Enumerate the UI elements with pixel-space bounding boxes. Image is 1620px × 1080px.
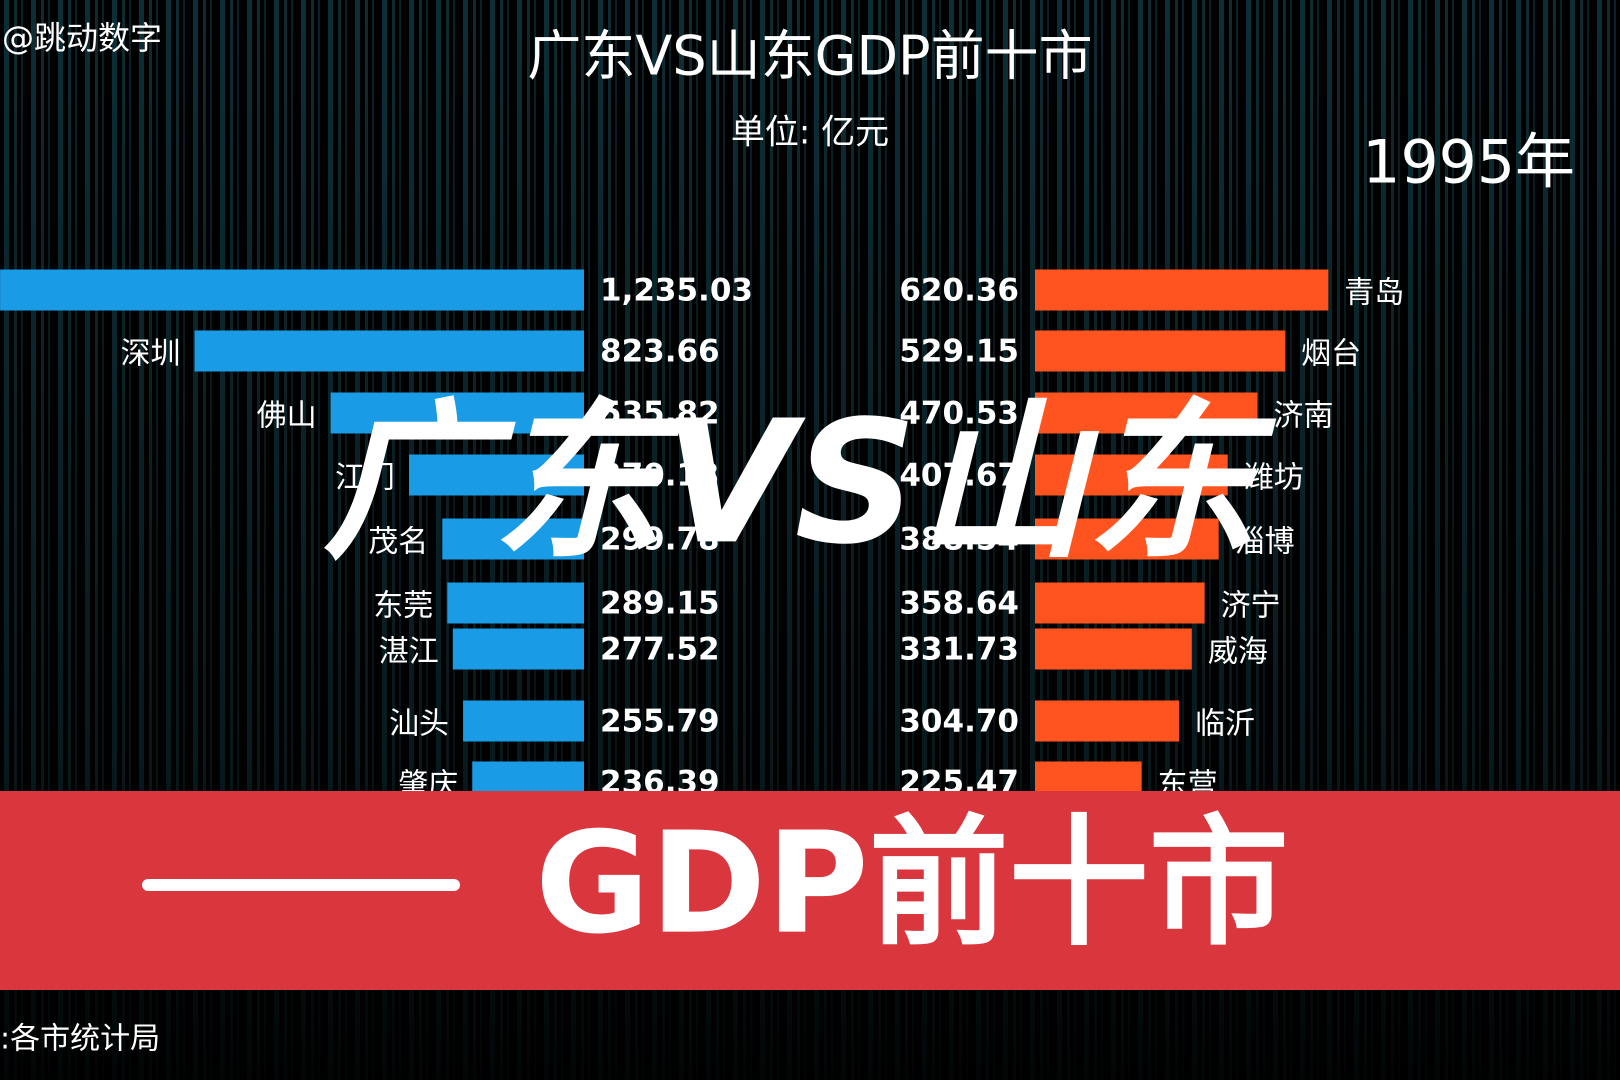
category-label: 佛山 (257, 399, 317, 434)
source: :各市统计局 (0, 1022, 160, 1057)
bar (463, 700, 584, 742)
bars: 1,235.03 823.66 深圳 535.82 佛山 370.13 江门 299.78 茂名… (0, 269, 1404, 803)
value-label: 331.73 (899, 632, 1019, 668)
category-label: 深圳 (121, 337, 181, 372)
category-label: 潍坊 (1244, 461, 1304, 496)
category-label: 湛江 (379, 635, 439, 670)
category-label: 临沂 (1195, 707, 1255, 742)
value-label: 358.64 (899, 586, 1019, 622)
value-label: 823.66 (600, 334, 720, 370)
value-label: 289.15 (600, 586, 720, 622)
value-label: 1,235.03 (600, 273, 753, 309)
bar (1035, 392, 1258, 434)
watermark: @跳动数字 (2, 19, 162, 57)
bar (452, 628, 584, 670)
chart-title: 广东VS山东GDP前十市 (527, 25, 1092, 88)
value-label: 620.36 (899, 273, 1019, 309)
value-label: 299.78 (600, 522, 720, 558)
value-label: 470.53 (899, 396, 1019, 432)
value-label: 535.82 (600, 396, 720, 432)
bar (447, 582, 584, 624)
category-label: 威海 (1208, 635, 1268, 670)
bar (1035, 628, 1192, 670)
bar (409, 454, 584, 496)
bar (442, 518, 584, 560)
bar (1035, 330, 1286, 372)
banner-dash (142, 879, 460, 891)
bar (330, 392, 584, 434)
value-label: 407.67 (899, 458, 1019, 494)
value-label: 255.79 (600, 704, 720, 740)
category-label: 淄博 (1235, 525, 1295, 560)
value-label: 529.15 (899, 334, 1019, 370)
subtitle: 单位: 亿元 (731, 113, 889, 153)
category-label: 江门 (335, 461, 395, 496)
category-label: 济南 (1273, 399, 1333, 434)
category-label: 东莞 (373, 589, 433, 624)
bar (1035, 518, 1219, 560)
value-label: 388.54 (899, 522, 1019, 558)
year: 1995年 (1362, 128, 1575, 198)
category-label: 青岛 (1344, 276, 1404, 311)
bar (1035, 700, 1180, 742)
bar (194, 330, 584, 372)
bar (1035, 454, 1228, 496)
overlay-text: 广东VS山东 (323, 384, 1277, 582)
bar (1035, 269, 1329, 311)
value-label: 304.70 (899, 704, 1019, 740)
bar (1035, 582, 1205, 624)
value-label: 370.13 (600, 458, 720, 494)
bar (0, 269, 584, 311)
category-label: 烟台 (1301, 337, 1361, 372)
value-label: 277.52 (600, 632, 720, 668)
category-label: 茂名 (368, 525, 428, 560)
category-label: 济宁 (1221, 589, 1281, 624)
banner-text: GDP前十市 (535, 803, 1289, 966)
category-label: 汕头 (389, 707, 449, 742)
